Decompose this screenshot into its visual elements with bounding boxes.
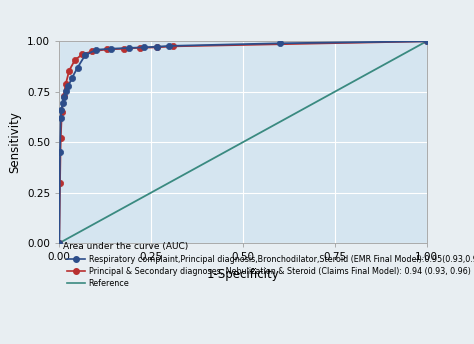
- X-axis label: 1-Specificity: 1-Specificity: [207, 268, 279, 281]
- Text: Area under the curve (AUC): Area under the curve (AUC): [63, 242, 188, 251]
- Y-axis label: Sensitivity: Sensitivity: [9, 111, 21, 173]
- Legend: Respiratory complaint,Principal diagnosis,Bronchodilator,Steroid (EMR Final Mode: Respiratory complaint,Principal diagnosi…: [67, 255, 474, 288]
